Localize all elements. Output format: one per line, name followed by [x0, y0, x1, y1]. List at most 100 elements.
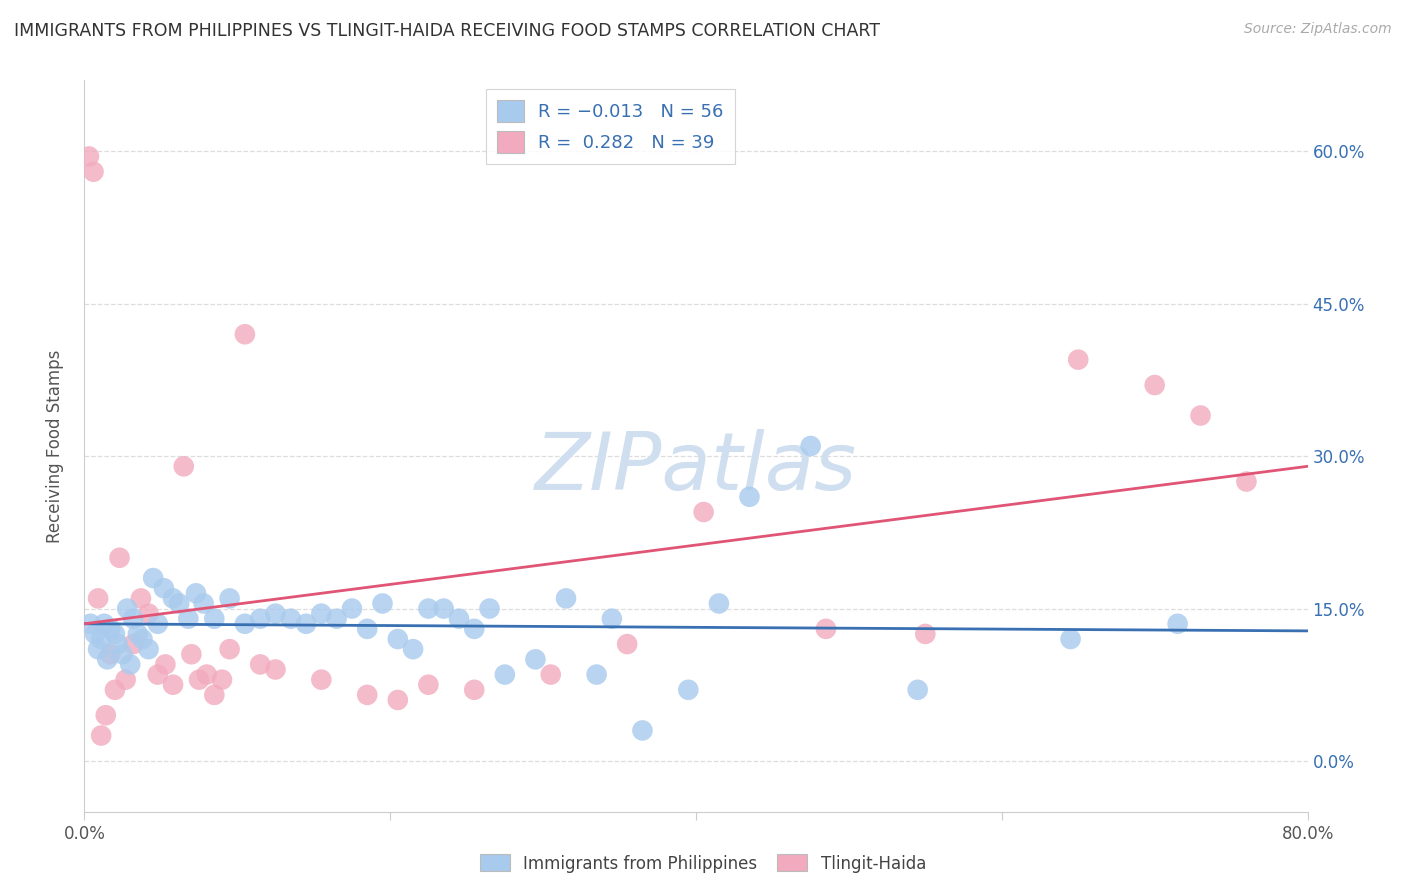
Point: [1143, 378, 1166, 392]
Point: [218, 591, 240, 606]
Point: [249, 657, 271, 672]
Point: [295, 616, 318, 631]
Point: [478, 601, 501, 615]
Point: [494, 667, 516, 681]
Point: [387, 693, 409, 707]
Point: [249, 612, 271, 626]
Point: [340, 601, 363, 615]
Point: [631, 723, 654, 738]
Point: [678, 682, 700, 697]
Point: [540, 667, 562, 681]
Point: [524, 652, 547, 666]
Point: [356, 688, 378, 702]
Point: [1189, 409, 1212, 423]
Point: [264, 663, 287, 677]
Point: [155, 657, 177, 672]
Point: [202, 612, 225, 626]
Point: [233, 616, 256, 631]
Point: [173, 459, 195, 474]
Point: [96, 652, 118, 666]
Y-axis label: Receiving Food Stamps: Receiving Food Stamps: [45, 350, 63, 542]
Point: [98, 622, 121, 636]
Point: [463, 622, 485, 636]
Point: [202, 688, 225, 702]
Legend: R = −0.013   N = 56, R =  0.282   N = 39: R = −0.013 N = 56, R = 0.282 N = 39: [486, 89, 734, 164]
Point: [104, 627, 127, 641]
Point: [356, 622, 378, 636]
Point: [142, 571, 165, 585]
Point: [371, 597, 394, 611]
Point: [94, 708, 117, 723]
Point: [325, 612, 347, 626]
Point: [233, 327, 256, 342]
Point: [93, 616, 115, 631]
Point: [138, 607, 160, 621]
Point: [555, 591, 578, 606]
Point: [707, 597, 730, 611]
Point: [184, 586, 207, 600]
Point: [814, 622, 837, 636]
Point: [1236, 475, 1258, 489]
Point: [177, 612, 200, 626]
Point: [90, 729, 112, 743]
Point: [433, 601, 456, 615]
Point: [122, 612, 145, 626]
Point: [418, 601, 440, 615]
Point: [180, 647, 202, 661]
Point: [129, 591, 152, 606]
Point: [84, 627, 107, 641]
Point: [167, 597, 190, 611]
Point: [195, 667, 218, 681]
Point: [280, 612, 302, 626]
Point: [402, 642, 425, 657]
Point: [114, 673, 136, 687]
Point: [188, 673, 211, 687]
Point: [1167, 616, 1189, 631]
Point: [800, 439, 823, 453]
Point: [107, 637, 129, 651]
Point: [692, 505, 714, 519]
Point: [914, 627, 936, 641]
Text: IMMIGRANTS FROM PHILIPPINES VS TLINGIT-HAIDA RECEIVING FOOD STAMPS CORRELATION C: IMMIGRANTS FROM PHILIPPINES VS TLINGIT-H…: [14, 22, 880, 40]
Point: [193, 597, 215, 611]
Point: [616, 637, 638, 651]
Point: [311, 607, 333, 621]
Point: [463, 682, 485, 697]
Point: [418, 678, 440, 692]
Point: [585, 667, 607, 681]
Point: [387, 632, 409, 646]
Legend: Immigrants from Philippines, Tlingit-Haida: Immigrants from Philippines, Tlingit-Hai…: [474, 847, 932, 880]
Point: [77, 149, 100, 163]
Point: [127, 627, 149, 641]
Point: [907, 682, 929, 697]
Point: [120, 657, 142, 672]
Text: Source: ZipAtlas.com: Source: ZipAtlas.com: [1244, 22, 1392, 37]
Point: [447, 612, 470, 626]
Point: [264, 607, 287, 621]
Point: [87, 591, 110, 606]
Point: [1059, 632, 1081, 646]
Point: [600, 612, 623, 626]
Point: [131, 632, 153, 646]
Point: [311, 673, 333, 687]
Point: [138, 642, 160, 657]
Point: [211, 673, 233, 687]
Point: [218, 642, 240, 657]
Point: [79, 616, 101, 631]
Point: [90, 632, 112, 646]
Point: [153, 581, 176, 595]
Point: [87, 642, 110, 657]
Point: [83, 165, 105, 179]
Point: [162, 591, 184, 606]
Point: [738, 490, 761, 504]
Point: [146, 667, 169, 681]
Point: [1067, 352, 1090, 367]
Point: [115, 601, 138, 615]
Point: [98, 647, 121, 661]
Point: [111, 647, 134, 661]
Text: ZIPatlas: ZIPatlas: [534, 429, 858, 507]
Point: [108, 550, 131, 565]
Point: [146, 616, 169, 631]
Point: [122, 637, 145, 651]
Point: [104, 682, 127, 697]
